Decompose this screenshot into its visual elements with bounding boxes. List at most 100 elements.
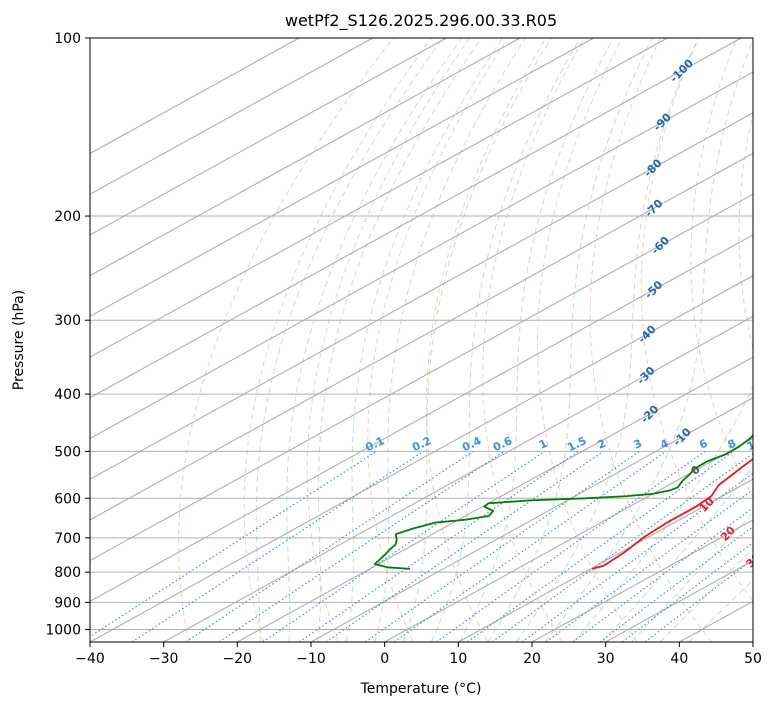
dry-adiabat-line: [425, 38, 547, 642]
isotherm-gridline: [605, 560, 753, 642]
x-tick-label: 20: [523, 651, 541, 667]
mixing-ratio-line: [218, 450, 505, 642]
isotherm-gridline: [90, 38, 447, 236]
isotherm-gridline: [90, 38, 742, 399]
dry-adiabat-line: [367, 38, 509, 642]
mixing-ratio-label: 3: [632, 437, 644, 452]
mixing-ratio-line: [436, 450, 706, 642]
dry-adiabat-line: [243, 38, 432, 642]
x-tick-label: −40: [75, 651, 105, 667]
isotherm-label: -60: [649, 234, 672, 257]
moist-adiabat-line: [659, 547, 753, 642]
arc-line: [0, 38, 60, 642]
isotherm-gridline: [237, 356, 753, 642]
x-tick-label: 50: [744, 651, 762, 667]
x-tick-label: −10: [296, 651, 326, 667]
isotherm-label: -100: [667, 56, 696, 85]
mixing-ratio-line: [298, 450, 579, 642]
moist-adiabat-line: [402, 38, 552, 642]
moist-adiabat-line: [459, 38, 615, 642]
moist-adiabat-line: [345, 38, 504, 642]
mixing-ratio-line: [364, 450, 640, 642]
isotherm-gridline: [310, 397, 753, 642]
moist-adiabat-line: [573, 384, 753, 642]
mixing-ratio-line: [572, 507, 753, 642]
y-tick-label: 300: [54, 313, 81, 329]
x-tick-label: 30: [597, 651, 615, 667]
y-tick-label: 500: [54, 444, 81, 460]
isotherm-gridline: [90, 71, 753, 440]
isotherm-label: -20: [638, 402, 661, 425]
dewpoint-line: [373, 433, 753, 570]
y-tick-label: 600: [54, 491, 81, 507]
isotherm-gridline: [90, 38, 373, 195]
dry-adiabat-line: [306, 38, 471, 642]
mixing-ratio-line: [622, 541, 753, 642]
isotherm-gridline: [90, 112, 753, 480]
mixing-ratio-label: 6: [697, 437, 710, 452]
y-tick-label: 400: [54, 387, 81, 403]
moist-adiabat-line: [374, 38, 527, 642]
mixing-ratio-line: [644, 558, 753, 642]
y-tick-label: 900: [54, 595, 81, 611]
dry-adiabat-line: [690, 38, 753, 499]
mixing-ratio-line: [262, 450, 546, 642]
dry-adiabat-line: [640, 38, 753, 602]
isotherm-gridline: [679, 600, 753, 642]
isotherm-label: 40: [760, 582, 775, 602]
mixing-ratio-label: 8: [726, 437, 738, 452]
mixing-ratio-label: 10: [745, 435, 765, 453]
isotherm-label: 30: [743, 550, 763, 570]
isotherm-gridline: [90, 38, 668, 358]
moist-adiabat-line: [630, 511, 753, 642]
axes: −40 −30 −20 −10 0 10 20 30 40 5010020030040050060…: [45, 31, 762, 667]
mixing-ratio-line: [491, 452, 753, 642]
profile-lines: [373, 433, 753, 570]
isotherm-gridline: [90, 38, 300, 155]
isotherm-gridline: [90, 38, 521, 277]
isotherm-gridline: [90, 152, 753, 521]
y-tick-label: 1000: [45, 622, 81, 638]
moist-adiabat-line: [255, 38, 444, 642]
moist-adiabat-line: [601, 465, 753, 642]
isotherm-label: -40: [636, 322, 659, 345]
mixing-ratio-line: [131, 450, 424, 642]
y-tick-label: 800: [54, 565, 81, 581]
moist-adiabat-line: [516, 38, 699, 642]
y-tick-label: 100: [54, 31, 81, 47]
x-tick-label: 40: [670, 651, 688, 667]
isotherm-gridline: [90, 193, 753, 562]
moist-adiabat-line: [430, 38, 581, 642]
dry-adiabat-line: [589, 38, 713, 642]
isotherm-gridline: [90, 38, 594, 317]
isotherm-gridline: [90, 234, 753, 602]
isotherm-gridline: [384, 437, 753, 642]
y-tick-label: 700: [54, 531, 81, 547]
isotherm-label: 20: [718, 524, 738, 544]
moist-adiabat-line: [317, 38, 482, 642]
plot-area: 0.10.20.40.611.52346810131620253036 -100…: [0, 38, 775, 642]
mixing-ratio-line: [467, 450, 734, 642]
moist-adiabat-line: [286, 38, 463, 642]
mixing-ratio-line: [90, 450, 377, 638]
x-tick-label: −30: [149, 651, 179, 667]
temperature-line: [591, 457, 753, 570]
isotherm-gridline: [163, 315, 753, 642]
mixing-ratio-line: [599, 525, 753, 642]
y-axis-title: Pressure (hPa): [11, 290, 27, 390]
mixing-ratio-line: [393, 450, 667, 642]
isotherm-label: -30: [634, 364, 657, 387]
moist-adiabat-line: [487, 38, 653, 642]
mixing-ratio-line: [325, 450, 604, 642]
isotherm-gridline: [752, 641, 753, 642]
adiabats: [0, 38, 753, 642]
moist-adiabat-line: [688, 579, 753, 642]
dry-adiabat-line: [738, 110, 753, 351]
mixing-ratio-line: [185, 450, 474, 642]
isotherm-label: -10: [671, 425, 694, 448]
isotherm-label: -90: [651, 110, 674, 133]
dry-adiabat-line: [178, 38, 394, 642]
chart-title: wetPf2_S126.2025.296.00.33.R05: [285, 11, 557, 31]
isotherm-gridline: [458, 478, 753, 642]
